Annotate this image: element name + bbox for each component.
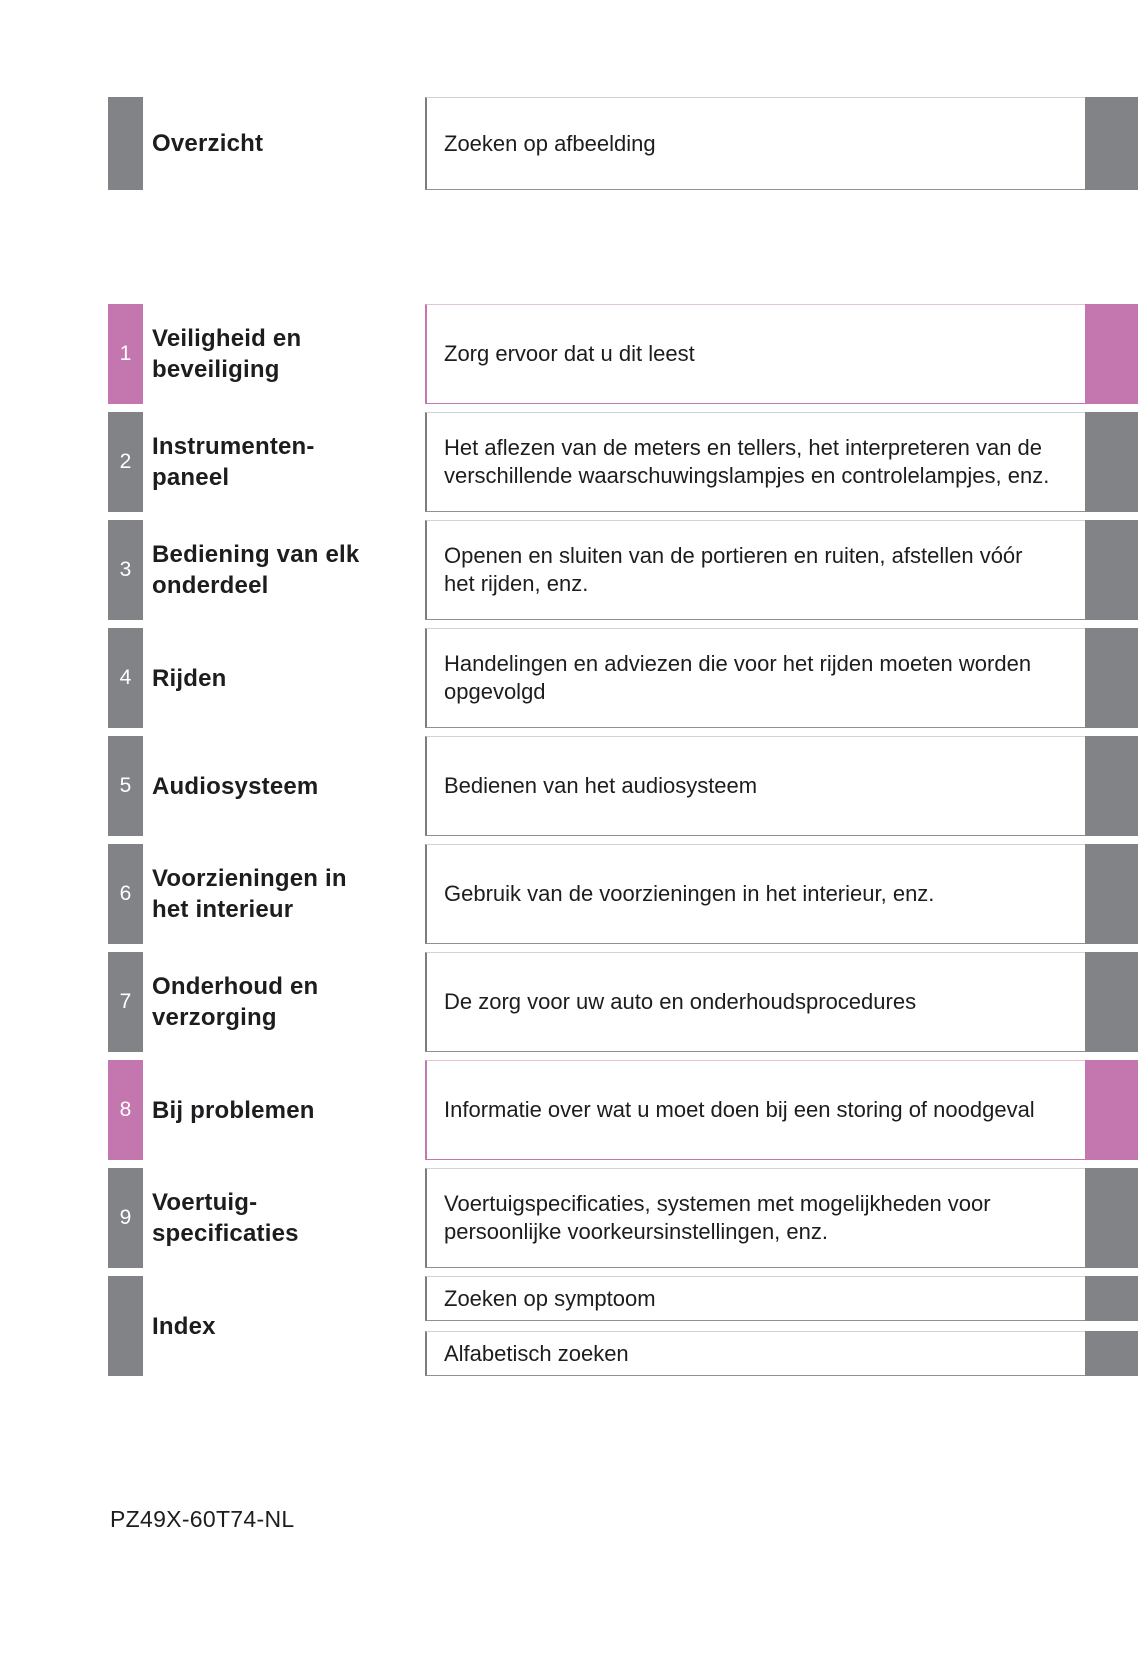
chapter-edge-tab — [1085, 628, 1138, 728]
chapter-row-7: 7 Onderhoud en verzorging De zorg voor u… — [108, 952, 1138, 1052]
chapter-description-box[interactable]: Voertuigspecificaties, systemen met moge… — [425, 1168, 1089, 1268]
chapter-number-tab[interactable]: 3 — [108, 520, 143, 620]
chapter-description-box[interactable]: Informatie over wat u moet doen bij een … — [425, 1060, 1089, 1160]
chapter-row-6: 6 Voorzieningen in het interieur Gebruik… — [108, 844, 1138, 944]
chapter-description-box[interactable]: Zorg ervoor dat u dit leest — [425, 304, 1089, 404]
chapter-number: 4 — [119, 666, 132, 689]
chapter-number: 3 — [119, 558, 132, 581]
chapter-number: 9 — [119, 1206, 132, 1229]
chapter-row-5: 5 Audiosysteem Bedienen van het audiosys… — [108, 736, 1138, 836]
chapter-description-box[interactable]: De zorg voor uw auto en onderhoudsproced… — [425, 952, 1089, 1052]
chapter-edge-tab — [1085, 952, 1138, 1052]
chapter-title: Onderhoud en verzorging — [152, 973, 319, 1031]
index-item-label: Zoeken op symptoom — [444, 1285, 656, 1311]
overview-description-box[interactable]: Zoeken op afbeelding — [425, 97, 1089, 190]
chapter-title: Audiosysteem — [152, 772, 319, 800]
chapter-description: Gebruik van de voorzieningen in het inte… — [444, 881, 935, 906]
chapter-title: Instrumenten- paneel — [152, 433, 315, 491]
chapter-description-box[interactable]: Gebruik van de voorzieningen in het inte… — [425, 844, 1089, 944]
chapter-description-box[interactable]: Openen en sluiten van de portieren en ru… — [425, 520, 1089, 620]
chapter-description: Handelingen en adviezen die voor het rij… — [444, 651, 1032, 704]
chapter-title: Bij problemen — [152, 1096, 315, 1124]
chapter-row-9: 9 Voertuig- specificaties Voertuigspecif… — [108, 1168, 1138, 1268]
chapter-number-tab[interactable]: 5 — [108, 736, 143, 836]
chapter-description-box[interactable]: Bedienen van het audiosysteem — [425, 736, 1089, 836]
overview-edge-tab-right — [1085, 97, 1138, 190]
overview-row: Overzicht Zoeken op afbeelding — [108, 97, 1138, 190]
chapter-description: Informatie over wat u moet doen bij een … — [444, 1097, 1035, 1122]
index-edge-tabs-right — [1085, 1276, 1138, 1376]
chapter-description-box[interactable]: Handelingen en adviezen die voor het rij… — [425, 628, 1089, 728]
chapter-number-tab[interactable]: 2 — [108, 412, 143, 512]
index-item-label: Alfabetisch zoeken — [444, 1340, 629, 1366]
publication-code: PZ49X-60T74-NL — [110, 1506, 295, 1532]
chapter-description: Openen en sluiten van de portieren en ru… — [444, 543, 1023, 596]
chapter-number-tab[interactable]: 6 — [108, 844, 143, 944]
index-row: Index Zoeken op symptoom Alfabetisch zoe… — [108, 1276, 1138, 1376]
chapter-edge-tab — [1085, 304, 1138, 404]
index-edge-tab-right — [1085, 1331, 1138, 1376]
overview-edge-tab-left — [108, 97, 143, 190]
chapter-number-tab[interactable]: 9 — [108, 1168, 143, 1268]
index-boxes: Zoeken op symptoom Alfabetisch zoeken — [425, 1276, 1089, 1376]
index-edge-tab-left — [108, 1276, 143, 1376]
chapter-edge-tab — [1085, 520, 1138, 620]
index-title: Index — [152, 1312, 216, 1340]
chapter-number: 8 — [119, 1098, 132, 1121]
chapter-description: Bedienen van het audiosysteem — [444, 773, 758, 798]
chapter-title: Veiligheid en beveiliging — [152, 325, 302, 383]
chapter-description: Voertuigspecificaties, systemen met moge… — [444, 1191, 991, 1244]
chapter-number-tab[interactable]: 8 — [108, 1060, 143, 1160]
chapter-description: Zorg ervoor dat u dit leest — [444, 341, 695, 366]
overview-title: Overzicht — [152, 130, 264, 157]
chapter-description-box[interactable]: Het aflezen van de meters en tellers, he… — [425, 412, 1089, 512]
index-item-symptom[interactable]: Zoeken op symptoom — [425, 1276, 1089, 1321]
chapter-number-tab[interactable]: 7 — [108, 952, 143, 1052]
chapter-number: 2 — [119, 450, 132, 473]
chapter-row-1: 1 Veiligheid en beveiliging Zorg ervoor … — [108, 304, 1138, 404]
chapter-edge-tab — [1085, 1168, 1138, 1268]
chapter-number: 1 — [119, 342, 132, 365]
chapter-description: Het aflezen van de meters en tellers, he… — [444, 435, 1050, 488]
chapter-row-3: 3 Bediening van elk onderdeel Openen en … — [108, 520, 1138, 620]
chapter-edge-tab — [1085, 1060, 1138, 1160]
chapter-edge-tab — [1085, 412, 1138, 512]
chapter-number-tab[interactable]: 1 — [108, 304, 143, 404]
chapter-title: Rijden — [152, 664, 227, 692]
chapter-edge-tab — [1085, 844, 1138, 944]
chapter-title: Voertuig- specificaties — [152, 1189, 299, 1247]
chapter-number: 6 — [119, 882, 132, 905]
chapter-number-tab[interactable]: 4 — [108, 628, 143, 728]
overview-description: Zoeken op afbeelding — [444, 130, 656, 156]
chapter-edge-tab — [1085, 736, 1138, 836]
chapter-number: 7 — [119, 990, 132, 1013]
chapter-row-2: 2 Instrumenten- paneel Het aflezen van d… — [108, 412, 1138, 512]
chapter-description: De zorg voor uw auto en onderhoudsproced… — [444, 989, 917, 1014]
index-edge-tab-right — [1085, 1276, 1138, 1321]
chapter-title: Bediening van elk onderdeel — [152, 541, 360, 599]
chapter-row-8: 8 Bij problemen Informatie over wat u mo… — [108, 1060, 1138, 1160]
chapter-row-4: 4 Rijden Handelingen en adviezen die voo… — [108, 628, 1138, 728]
index-item-alphabetical[interactable]: Alfabetisch zoeken — [425, 1331, 1089, 1376]
chapter-number: 5 — [119, 774, 132, 797]
chapter-title: Voorzieningen in het interieur — [152, 865, 347, 923]
